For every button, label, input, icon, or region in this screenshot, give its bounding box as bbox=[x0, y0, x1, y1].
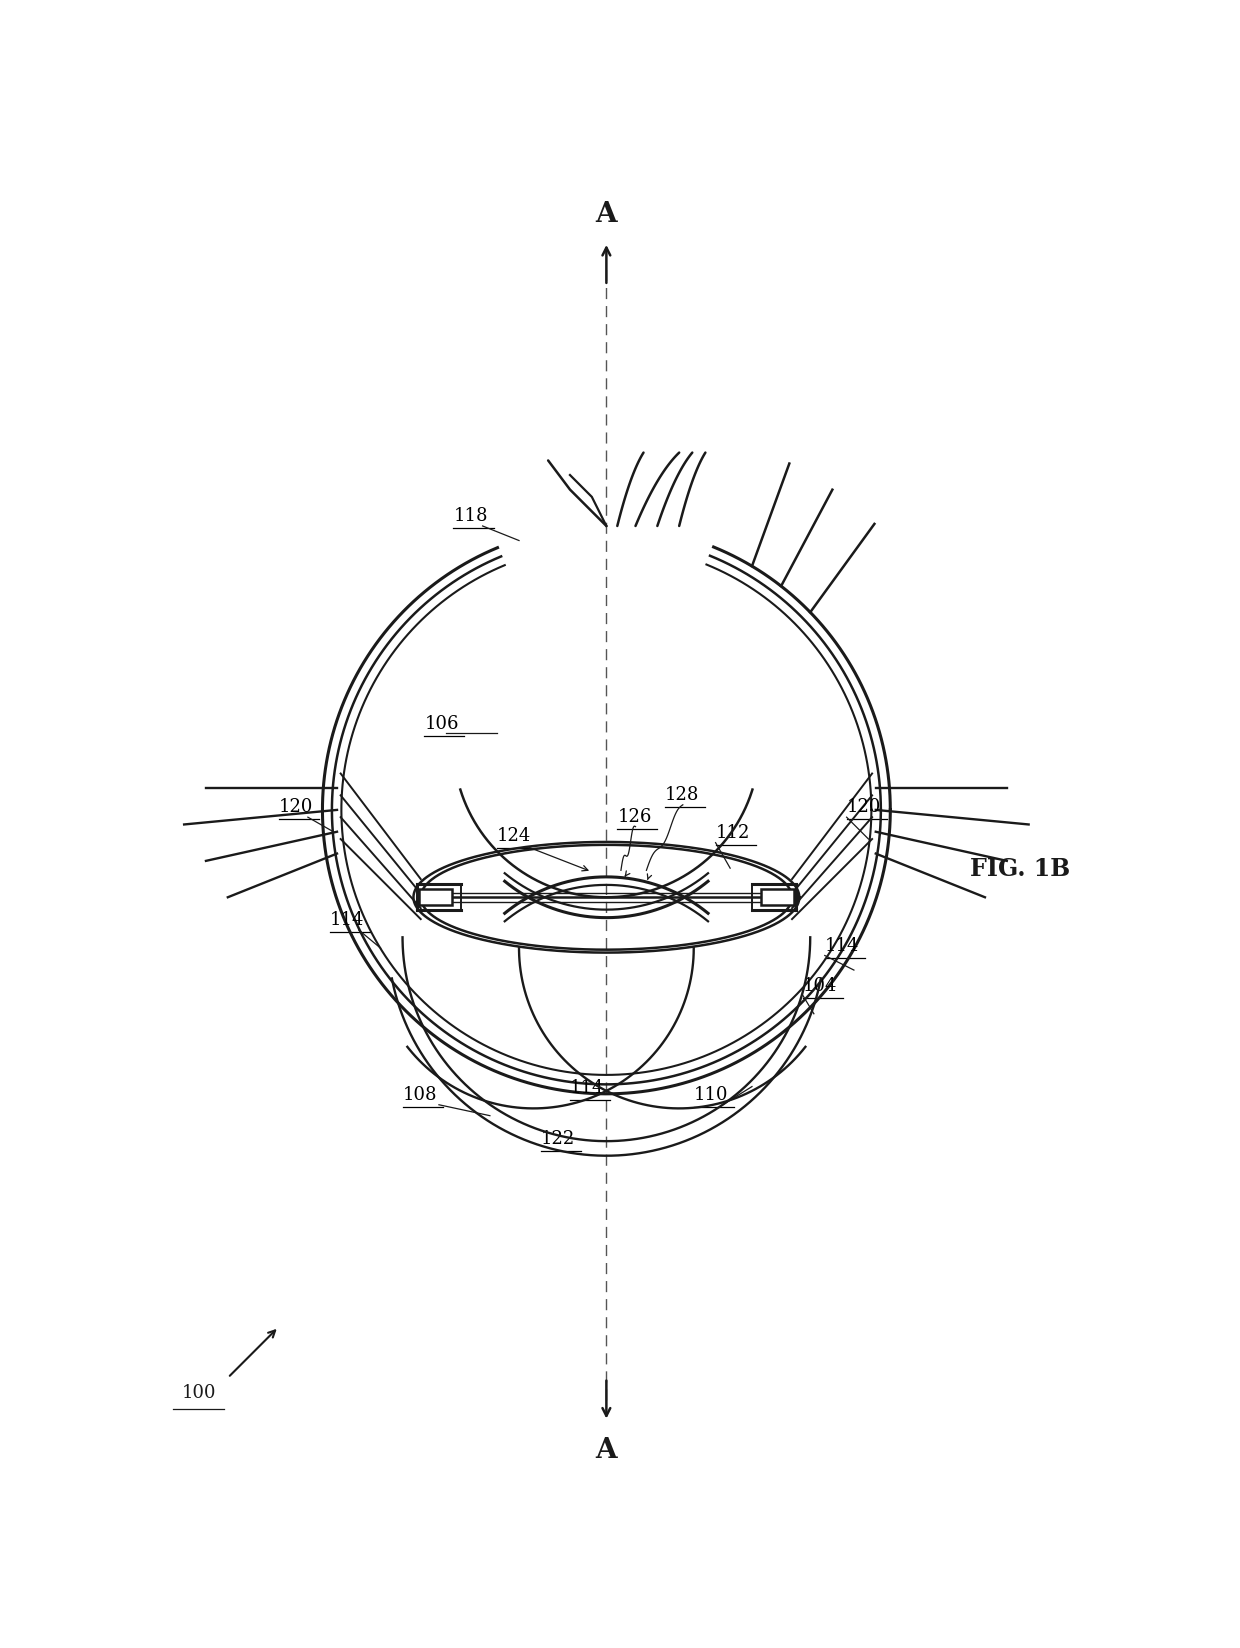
Text: 128: 128 bbox=[665, 786, 699, 803]
Text: A: A bbox=[595, 1435, 618, 1463]
Bar bbox=[761, 890, 794, 906]
Text: 104: 104 bbox=[804, 976, 837, 994]
Text: A: A bbox=[595, 201, 618, 229]
Text: 114: 114 bbox=[330, 911, 365, 928]
Text: 120: 120 bbox=[279, 798, 314, 816]
Text: FIG. 1B: FIG. 1B bbox=[971, 857, 1070, 880]
Text: 100: 100 bbox=[181, 1383, 216, 1401]
Text: 126: 126 bbox=[618, 808, 652, 826]
Text: 112: 112 bbox=[715, 824, 750, 840]
Text: 124: 124 bbox=[497, 827, 532, 845]
Bar bbox=[419, 890, 451, 906]
Text: 106: 106 bbox=[424, 714, 459, 732]
Text: 114: 114 bbox=[570, 1078, 604, 1096]
Text: 118: 118 bbox=[454, 506, 489, 524]
Text: 122: 122 bbox=[541, 1129, 575, 1147]
Text: 120: 120 bbox=[847, 798, 880, 816]
Text: 108: 108 bbox=[403, 1084, 436, 1103]
Text: 114: 114 bbox=[825, 936, 859, 954]
Text: 110: 110 bbox=[693, 1084, 728, 1103]
